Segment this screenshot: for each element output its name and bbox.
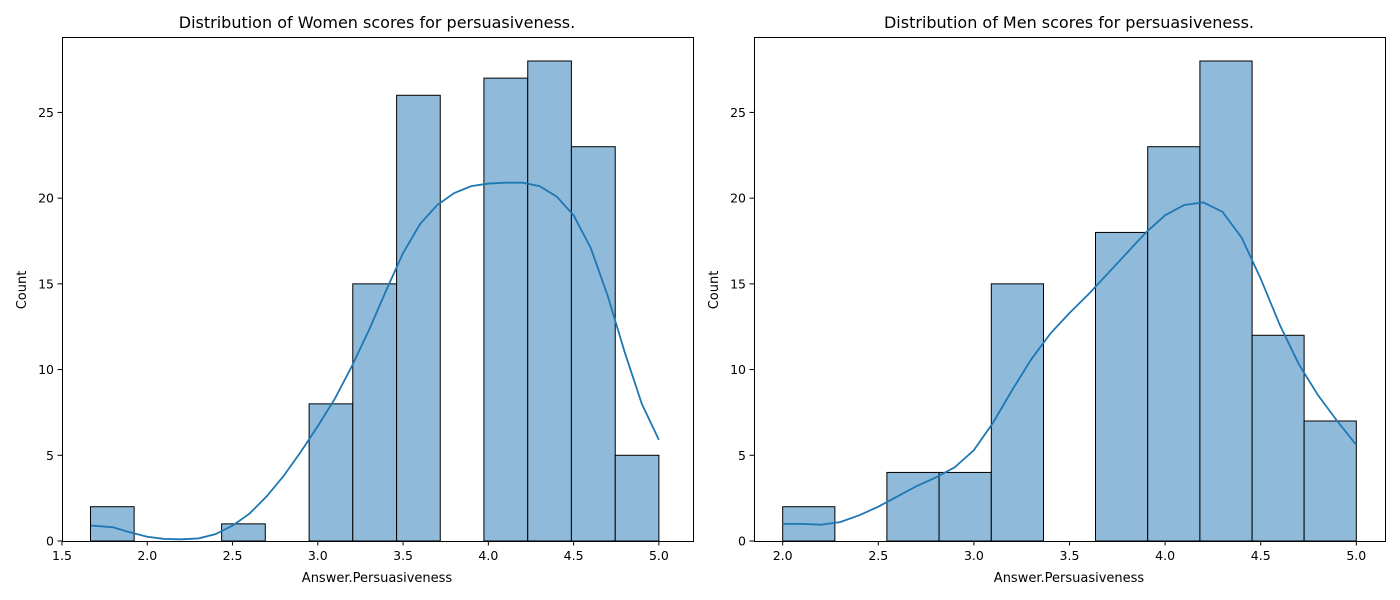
women-y-tick-label: 5 [46,448,54,463]
men-y-tick-label: 0 [738,534,746,549]
women-y-tick-label: 25 [38,105,54,120]
women-x-tick-label: 2.5 [223,548,243,563]
men-bar-2 [886,471,940,542]
women-bar-6 [352,283,398,542]
women-bar-12 [614,454,660,542]
women-bar-0 [89,506,135,542]
women-y-ticks: 0 5 10 15 20 25 [38,105,62,549]
women-x-tick-label: 4.5 [564,548,584,563]
women-kde-line [90,181,660,541]
women-bar-9 [483,77,529,542]
women-histogram-panel: Distribution of Women scores for persuas… [15,13,694,586]
women-y-tick-label: 0 [46,534,54,549]
women-y-tick-label: 20 [38,191,54,206]
men-bar-3 [938,471,992,542]
men-x-tick-label: 2.0 [773,548,793,563]
men-y-ticks: 0 5 10 15 20 25 [730,105,754,549]
women-plot-frame [62,37,694,542]
men-y-tick-label: 25 [730,105,746,120]
men-x-tick-label: 4.0 [1155,548,1175,563]
women-bar-5 [308,403,354,542]
men-bar-9 [1251,334,1305,542]
men-histogram-panel: Distribution of Men scores for persuasiv… [707,13,1386,586]
men-x-tick-label: 3.0 [964,548,984,563]
women-x-tick-label: 3.5 [393,548,413,563]
men-x-axis-label: Answer.Persuasiveness [994,571,1145,586]
women-bar-11 [570,146,616,542]
women-chart-title: Distribution of Women scores for persuas… [179,13,575,32]
men-bar-7 [1147,146,1201,542]
women-x-tick-label: 3.0 [308,548,328,563]
men-x-tick-label: 5.0 [1346,548,1366,563]
men-bar-10 [1303,420,1357,542]
women-y-axis-label: Count [15,271,30,310]
women-bar-10 [527,60,572,542]
men-y-axis-label: Count [707,271,722,310]
women-x-ticks: 1.5 2.0 2.5 3.0 3.5 4.0 4.5 5.0 [52,541,669,563]
men-x-tick-label: 2.5 [868,548,888,563]
men-y-tick-label: 10 [730,362,746,377]
men-x-tick-label: 4.5 [1251,548,1271,563]
women-x-axis-label: Answer.Persuasiveness [302,571,453,586]
men-chart-title: Distribution of Men scores for persuasiv… [884,13,1254,32]
women-x-tick-label: 5.0 [649,548,669,563]
women-bars [89,60,660,542]
women-y-tick-label: 10 [38,362,54,377]
men-y-tick-label: 5 [738,448,746,463]
women-x-tick-label: 2.0 [137,548,157,563]
men-x-ticks: 2.0 2.5 3.0 3.5 4.0 4.5 5.0 [773,541,1366,563]
men-plot-frame [754,37,1386,542]
women-bar-3 [221,523,266,542]
men-kde-line [782,201,1358,526]
men-y-tick-label: 15 [730,276,746,291]
men-bar-8 [1199,60,1253,542]
men-x-tick-label: 3.5 [1060,548,1080,563]
women-y-tick-label: 15 [38,276,54,291]
women-x-tick-label: 4.0 [478,548,498,563]
women-x-tick-label: 1.5 [52,548,72,563]
men-bars [782,60,1357,542]
men-y-tick-label: 20 [730,191,746,206]
women-bar-7 [396,94,441,542]
